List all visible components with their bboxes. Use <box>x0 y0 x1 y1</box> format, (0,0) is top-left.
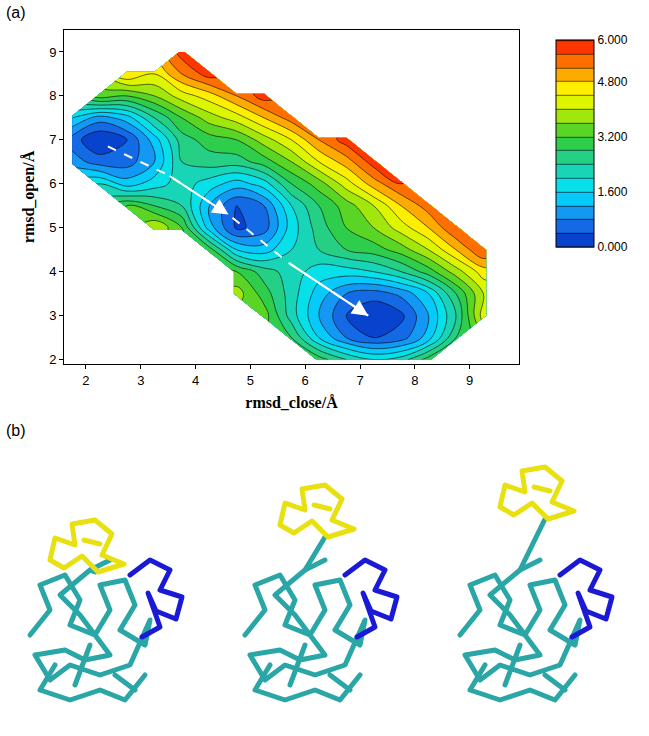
html-text:(a): (a) <box>6 4 26 21</box>
svg-text:5: 5 <box>247 373 254 388</box>
svg-text:rmsd_close/Å: rmsd_close/Å <box>245 394 338 411</box>
svg-text:3.200: 3.200 <box>597 130 627 144</box>
svg-text:3: 3 <box>49 308 56 323</box>
html-text:(b): (b) <box>6 422 26 439</box>
svg-text:2: 2 <box>82 373 89 388</box>
svg-text:6: 6 <box>302 373 309 388</box>
svg-text:4: 4 <box>192 373 199 388</box>
svg-text:6.000: 6.000 <box>597 33 627 47</box>
svg-text:7: 7 <box>49 132 56 147</box>
svg-text:4.800: 4.800 <box>597 75 627 89</box>
svg-text:9: 9 <box>466 373 473 388</box>
svg-text:1.600: 1.600 <box>597 185 627 199</box>
svg-text:2: 2 <box>49 352 56 367</box>
svg-text:8: 8 <box>49 88 56 103</box>
svg-text:0.000: 0.000 <box>597 240 627 254</box>
svg-text:9: 9 <box>49 45 56 60</box>
svg-text:8: 8 <box>411 373 418 388</box>
svg-text:4: 4 <box>49 264 56 279</box>
svg-text:7: 7 <box>356 373 363 388</box>
svg-text:3: 3 <box>137 373 144 388</box>
svg-text:6: 6 <box>49 176 56 191</box>
svg-text:5: 5 <box>49 220 56 235</box>
svg-text:rmsd_open/Å: rmsd_open/Å <box>20 150 38 243</box>
